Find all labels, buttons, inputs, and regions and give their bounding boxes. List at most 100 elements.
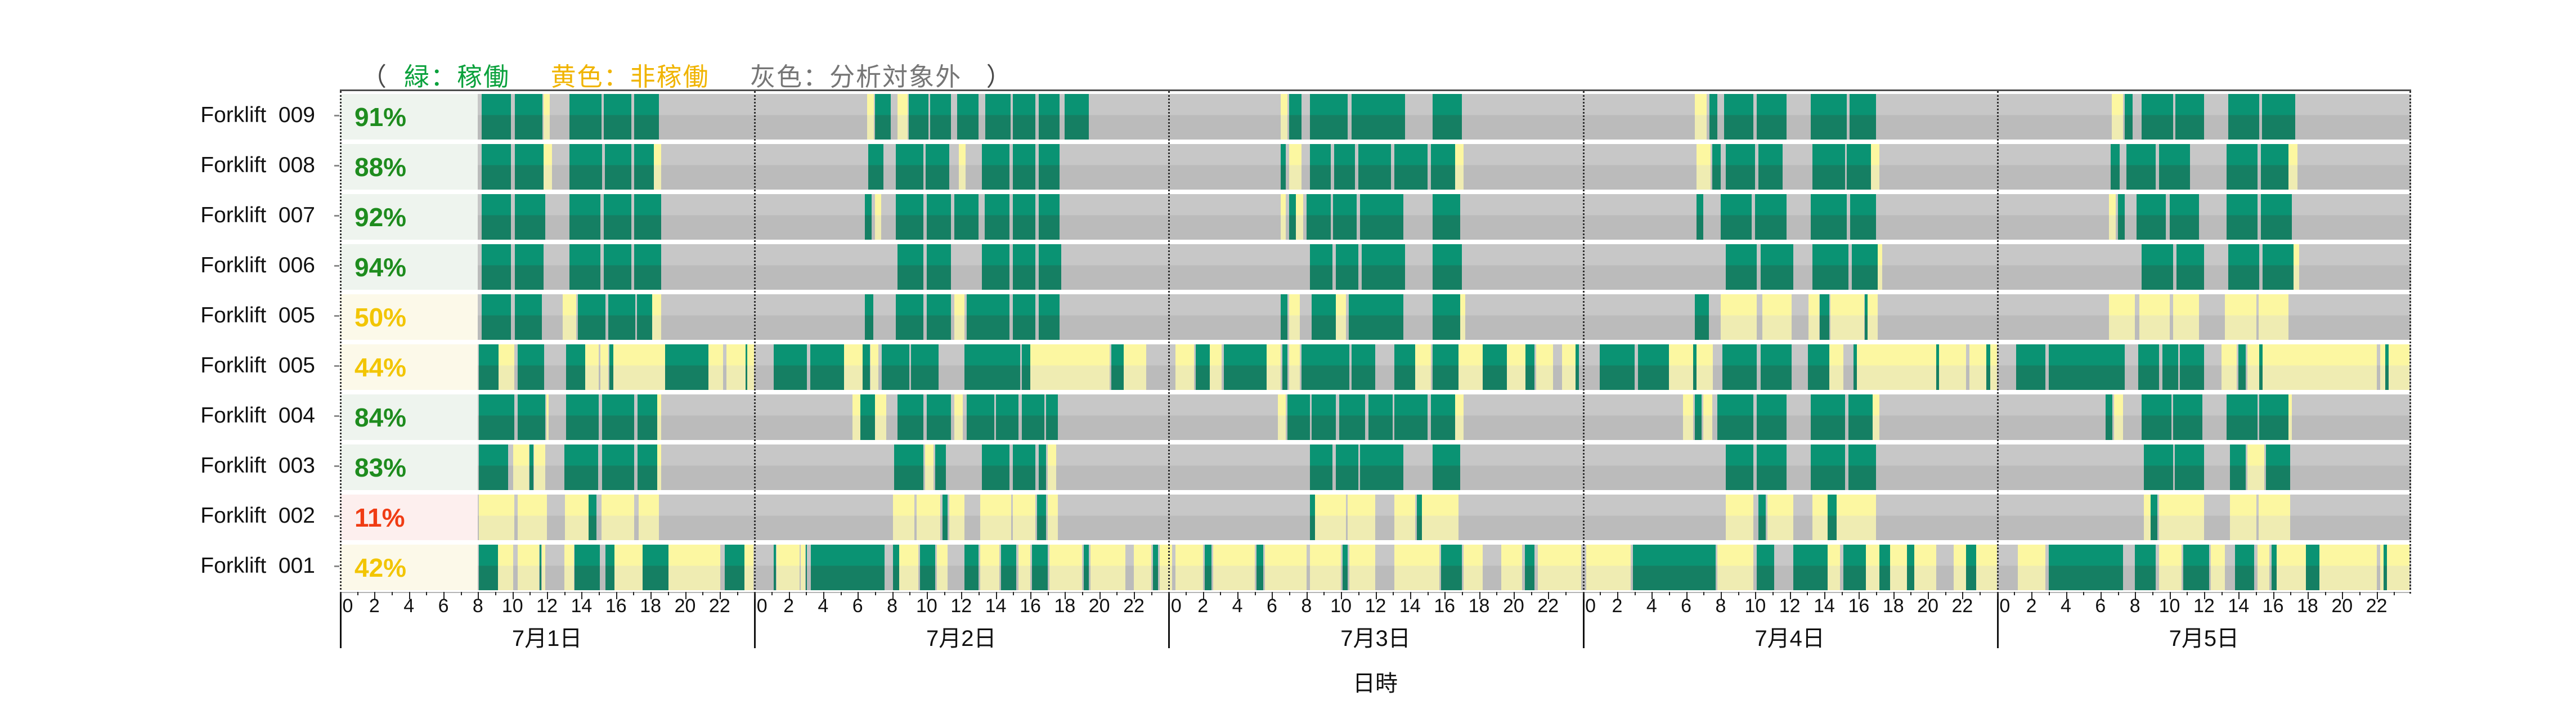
operating-segment bbox=[1846, 144, 1871, 190]
hour-tick bbox=[823, 592, 824, 599]
operating-segment bbox=[926, 294, 951, 340]
idle-segment bbox=[1969, 344, 1987, 390]
idle-segment bbox=[1697, 344, 1713, 390]
hour-tick bbox=[599, 592, 600, 595]
timeline-row: 83% bbox=[340, 444, 2411, 490]
hour-tick bbox=[1254, 592, 1256, 595]
operating-segment bbox=[1848, 444, 1877, 490]
operating-segment bbox=[860, 394, 875, 440]
operating-segment bbox=[1039, 294, 1060, 340]
idle-segment bbox=[2224, 294, 2257, 340]
utilization-percent: 92% bbox=[354, 202, 407, 232]
operating-segment bbox=[1482, 344, 1507, 390]
operating-segment bbox=[1820, 294, 1830, 340]
legend-item-idle: 黄色：非稼働 bbox=[550, 62, 710, 91]
hour-label: 22 bbox=[1951, 595, 1973, 617]
hour-tick bbox=[1186, 592, 1187, 595]
utilization-percent: 88% bbox=[354, 152, 407, 182]
hour-label: 4 bbox=[1646, 595, 1657, 617]
operating-segment bbox=[926, 144, 949, 190]
operating-segment bbox=[481, 194, 511, 240]
hour-tick bbox=[2014, 592, 2016, 595]
hour-label: 8 bbox=[2129, 595, 2140, 617]
hour-label: 18 bbox=[2297, 595, 2318, 617]
operating-segment bbox=[1351, 94, 1405, 140]
idle-segment bbox=[1213, 545, 1255, 590]
operating-segment bbox=[515, 294, 542, 340]
operating-segment bbox=[1637, 344, 1669, 390]
hour-label: 18 bbox=[1468, 595, 1490, 617]
hour-label: 0 bbox=[1999, 595, 2010, 617]
hour-label: 12 bbox=[536, 595, 558, 617]
hour-tick bbox=[2117, 592, 2119, 595]
operating-segment bbox=[1812, 144, 1845, 190]
operating-segment bbox=[1335, 444, 1358, 490]
operating-segment bbox=[2179, 344, 2204, 390]
operating-segment bbox=[2174, 444, 2204, 490]
idle-segment bbox=[1049, 545, 1083, 590]
hour-tick bbox=[2203, 592, 2205, 599]
operating-segment bbox=[2183, 545, 2210, 590]
idle-segment bbox=[2109, 294, 2135, 340]
operating-segment bbox=[605, 545, 614, 590]
idle-segment bbox=[1914, 545, 1937, 590]
idle-segment bbox=[744, 545, 753, 590]
hour-label: 14 bbox=[1814, 595, 1835, 617]
operating-segment bbox=[665, 344, 708, 390]
row-label: Forklift 006 bbox=[200, 253, 315, 277]
operating-segment bbox=[609, 344, 614, 390]
day-tick bbox=[754, 592, 756, 648]
hour-label: 8 bbox=[887, 595, 898, 617]
operating-segment bbox=[1432, 94, 1462, 140]
hour-tick bbox=[2135, 592, 2137, 599]
idle-segment bbox=[1694, 94, 1707, 140]
operating-segment bbox=[882, 344, 910, 390]
operating-segment bbox=[1280, 144, 1286, 190]
idle-segment bbox=[2247, 344, 2260, 390]
day-tick bbox=[340, 592, 342, 648]
operating-segment bbox=[602, 394, 634, 440]
hour-tick bbox=[1807, 592, 1808, 595]
idle-segment bbox=[1280, 94, 1288, 140]
hour-tick bbox=[2066, 592, 2067, 599]
operating-segment bbox=[517, 394, 546, 440]
operating-segment bbox=[578, 294, 606, 340]
operating-segment bbox=[966, 294, 1010, 340]
operating-segment bbox=[1000, 545, 1017, 590]
operating-segment bbox=[1289, 194, 1296, 240]
idle-segment bbox=[1703, 394, 1712, 440]
idle-segment bbox=[1394, 495, 1416, 540]
operating-segment bbox=[1852, 244, 1878, 290]
hour-tick bbox=[1789, 592, 1791, 599]
operating-segment bbox=[2142, 244, 2173, 290]
operating-segment bbox=[1793, 545, 1828, 590]
operating-segment bbox=[2111, 144, 2120, 190]
operating-segment bbox=[2226, 194, 2258, 240]
utilization-cell: 50% bbox=[340, 294, 478, 340]
operating-segment bbox=[2016, 344, 2045, 390]
timeline-row: 94% bbox=[340, 244, 2411, 290]
hour-tick bbox=[1738, 592, 1739, 595]
operating-segment bbox=[1394, 144, 1428, 190]
operating-segment bbox=[1849, 94, 1877, 140]
operating-segment bbox=[911, 344, 939, 390]
idle-segment bbox=[1047, 495, 1058, 540]
hour-tick bbox=[840, 592, 842, 595]
operating-segment bbox=[774, 545, 776, 590]
timeline-row: 11% bbox=[340, 495, 2411, 540]
operating-segment bbox=[2228, 244, 2260, 290]
operating-segment bbox=[2261, 144, 2289, 190]
hour-tick bbox=[2083, 592, 2085, 595]
hour-tick bbox=[1721, 592, 1722, 599]
hour-tick bbox=[1755, 592, 1757, 599]
timeline-row: 42% bbox=[340, 545, 2411, 590]
hour-label: 4 bbox=[1232, 595, 1243, 617]
idle-segment bbox=[2114, 394, 2123, 440]
operating-segment bbox=[1709, 94, 1717, 140]
operating-segment bbox=[926, 394, 951, 440]
idle-segment bbox=[2139, 294, 2170, 340]
y-tick bbox=[334, 264, 339, 267]
operating-segment bbox=[2175, 94, 2204, 140]
idle-segment bbox=[2258, 294, 2289, 340]
operating-segment bbox=[1196, 344, 1210, 390]
